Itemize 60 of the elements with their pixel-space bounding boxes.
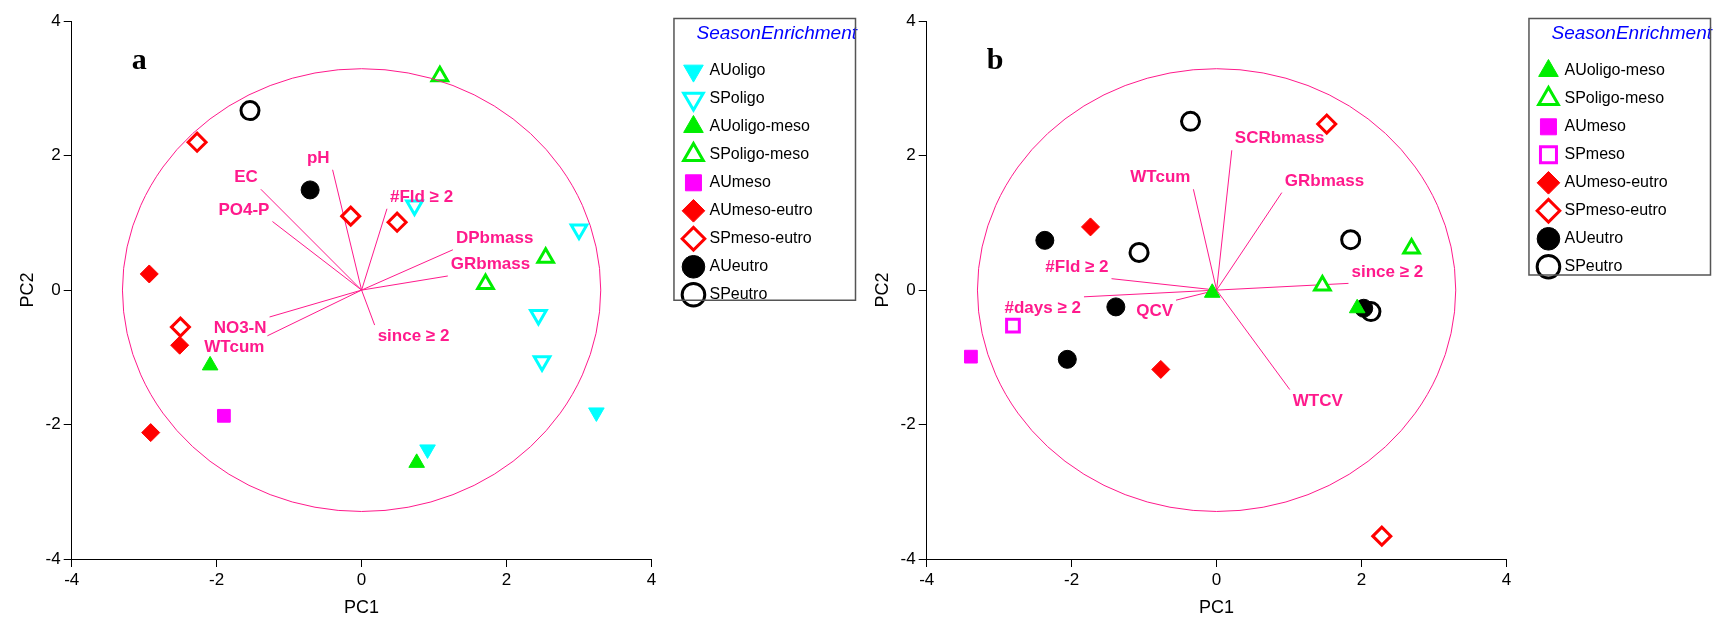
y-axis-title: PC2 [16,272,37,308]
x-tick-label: 2 [1356,569,1367,589]
series-label: NO3-N [213,318,267,338]
legend-label: AUoligo-meso [1564,61,1666,79]
x-tick-label: -2 [209,569,225,589]
series-label: SCRbmass [1234,128,1325,148]
x-axis-title: PC1 [344,597,380,618]
annotation: b [986,41,1004,75]
series-label: #Fld ≥ 2 [1045,256,1109,276]
legend-label: AUoligo-meso [709,117,811,135]
y-tick-label: 0 [906,279,916,299]
legend-label: SPoligo-meso [709,145,810,163]
legend-label: AUoligo [709,61,766,79]
x-tick-label: 0 [356,569,367,589]
legend-label: SPoligo-meso [1564,89,1665,107]
series-label: DPbmass [455,227,534,247]
x-tick-label: -2 [1064,569,1080,589]
y-tick-label: 0 [51,279,61,299]
y-tick-label: -4 [45,548,61,568]
x-tick-label: -4 [64,569,80,589]
y-axis-title: PC2 [871,272,892,308]
series-label: pH [306,147,330,167]
series-label: WTCV [1292,390,1344,410]
y-tick-label: 4 [906,10,916,30]
annotation: a [131,41,147,75]
x-tick-label: 4 [646,569,657,589]
series-label: since ≥ 2 [377,326,450,346]
legend-label: AUmeso-eutro [1564,173,1668,191]
series-label: since ≥ 2 [1351,261,1424,281]
series-label: EC [234,167,258,187]
x-tick-label: 2 [501,569,512,589]
y-tick-label: -2 [45,414,61,434]
x-tick-label: 4 [1501,569,1512,589]
series-label: GRbmass [450,254,531,274]
legend-label: SPmeso-eutro [1564,201,1667,219]
legend-label: SPmeso-eutro [709,229,812,247]
legend-label: AUmeso [1564,117,1626,135]
series-label: PO4-P [218,199,270,219]
series-label: #Fld ≥ 2 [389,186,454,206]
series-label: WTcum [1130,167,1191,187]
legend-label: AUmeso-eutro [709,201,813,219]
legend-label: SPoligo [709,89,765,107]
x-tick-label: -4 [919,569,935,589]
legend-label: SPmeso [1564,145,1626,163]
x-axis-title: PC1 [1199,597,1235,618]
legend-label: SPeutro [709,285,768,303]
x-tick-label: 0 [1211,569,1222,589]
y-tick-label: 4 [51,10,61,30]
legend-label: AUeutro [1564,229,1624,247]
y-tick-label: 2 [906,145,916,165]
series-label: QCV [1136,301,1174,321]
legend-label: AUmeso [709,173,771,191]
series-label: #days ≥ 2 [1004,298,1081,318]
y-tick-label: -2 [900,414,916,434]
series-label: WTcum [204,337,265,356]
y-tick-label: -4 [900,548,916,568]
y-tick-label: 2 [51,145,61,165]
legend-label: SPeutro [1564,257,1623,275]
legend-label: AUeutro [709,257,769,275]
series-label: GRbmass [1284,170,1365,190]
